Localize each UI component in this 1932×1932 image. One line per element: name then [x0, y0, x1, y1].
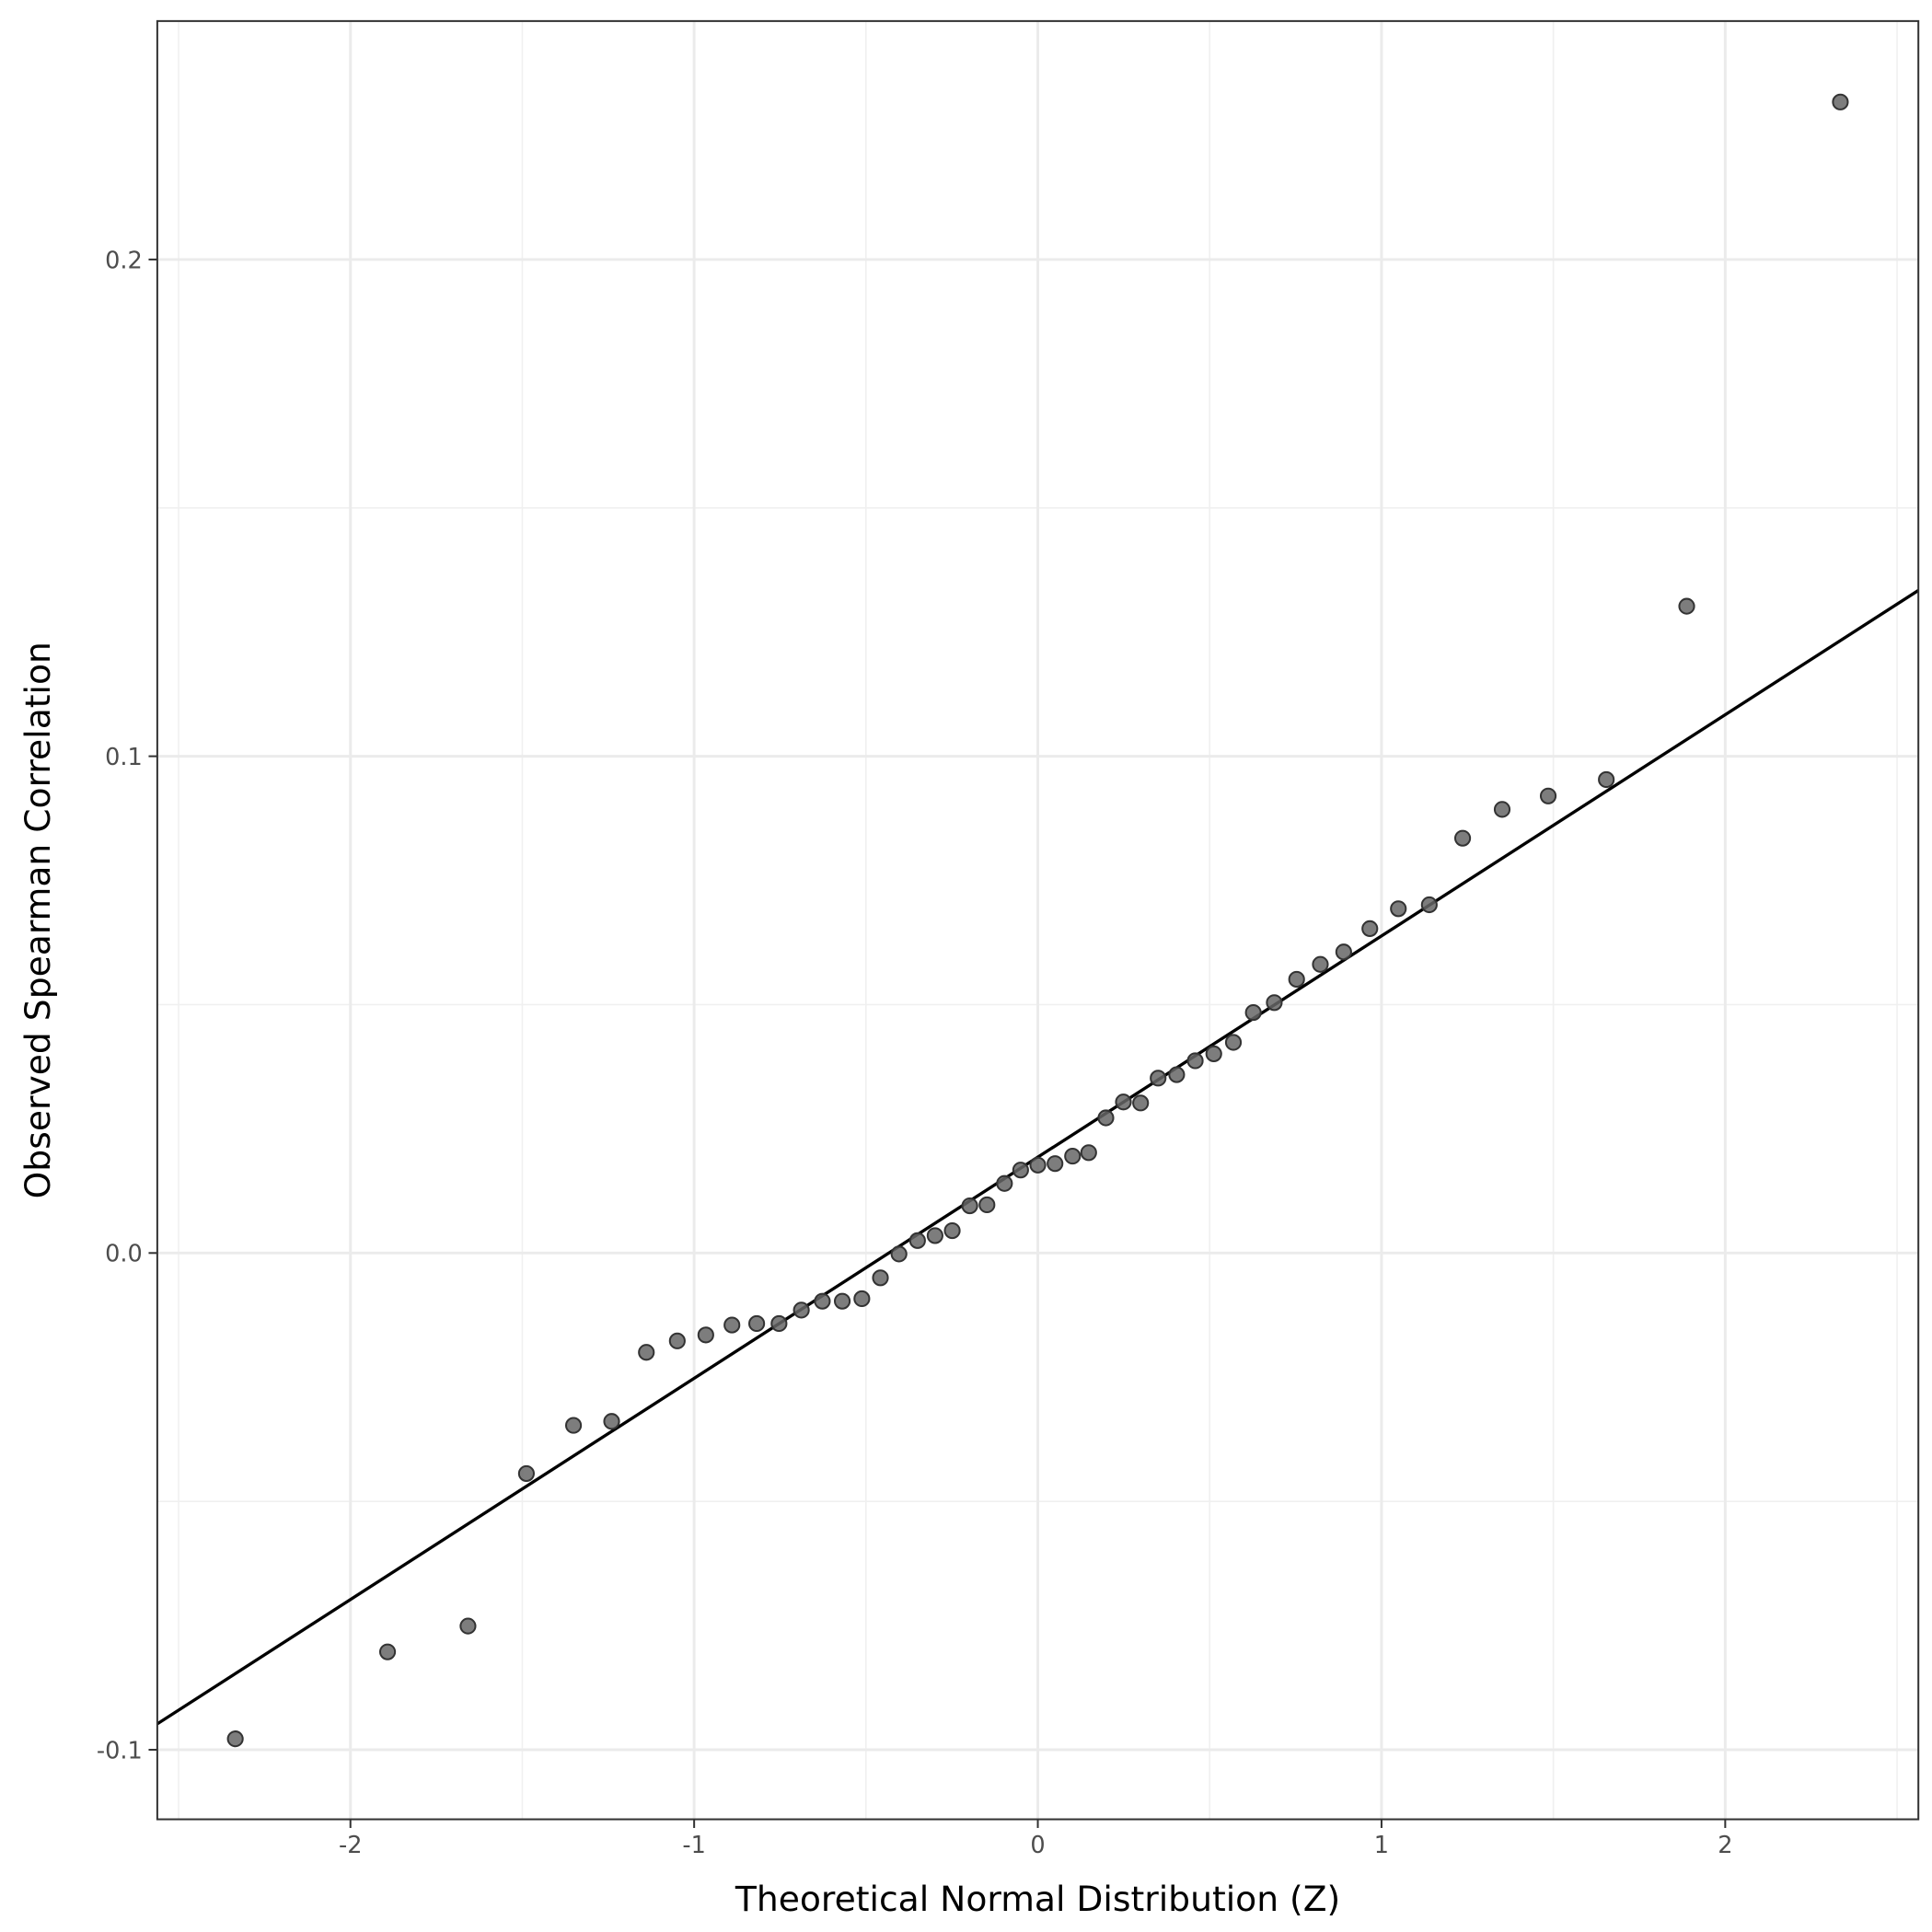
x-tick-label: -2: [339, 1832, 362, 1859]
point: [1493, 801, 1511, 818]
point: [1244, 1004, 1262, 1022]
point: [1205, 1045, 1222, 1062]
point: [1539, 787, 1557, 804]
point: [1047, 1155, 1064, 1173]
point: [1064, 1147, 1082, 1165]
point: [1288, 970, 1305, 989]
point: [564, 1417, 583, 1434]
point: [814, 1292, 831, 1310]
plot-border: [156, 19, 1920, 1821]
point: [459, 1617, 477, 1635]
point: [603, 1413, 620, 1430]
point: [697, 1326, 714, 1344]
point: [1453, 829, 1472, 847]
point: [996, 1174, 1013, 1192]
point: [1012, 1162, 1029, 1179]
y-tick-label: 0.2: [105, 247, 143, 274]
point: [1168, 1066, 1186, 1083]
point: [853, 1290, 871, 1308]
point: [1080, 1144, 1097, 1162]
x-axis-title: Theoretical Normal Distribution (Z): [735, 1879, 1340, 1919]
point: [1150, 1070, 1167, 1087]
point: [1832, 93, 1849, 110]
point: [770, 1314, 788, 1333]
point: [1186, 1052, 1204, 1070]
point: [1224, 1034, 1243, 1051]
point: [1132, 1094, 1150, 1112]
point: [1678, 597, 1695, 615]
point: [638, 1344, 655, 1361]
point: [943, 1221, 961, 1240]
point: [1361, 920, 1379, 937]
point: [1390, 900, 1407, 918]
point: [908, 1232, 926, 1249]
point: [517, 1464, 535, 1483]
point: [792, 1301, 810, 1319]
point: [1115, 1093, 1132, 1111]
x-tick-label: 2: [1718, 1832, 1732, 1859]
point: [1097, 1109, 1115, 1127]
point: [1335, 943, 1352, 961]
point: [926, 1227, 943, 1244]
x-tick-label: 1: [1374, 1832, 1389, 1859]
point: [668, 1332, 686, 1349]
point: [748, 1314, 766, 1333]
point: [226, 1730, 244, 1748]
point: [961, 1197, 978, 1215]
x-tick-label: 0: [1030, 1832, 1045, 1859]
point: [978, 1196, 996, 1214]
point: [872, 1269, 889, 1287]
y-tick-label: -0.1: [97, 1737, 143, 1764]
point: [1598, 770, 1615, 789]
point: [1266, 994, 1283, 1012]
point: [1420, 896, 1438, 914]
y-tick-label: 0.0: [105, 1241, 143, 1268]
point: [378, 1643, 397, 1660]
point: [723, 1316, 741, 1334]
point: [890, 1245, 908, 1263]
y-tick-label: 0.1: [105, 744, 143, 771]
point: [1029, 1156, 1047, 1174]
x-tick-label: -1: [682, 1832, 705, 1859]
point: [1312, 955, 1329, 973]
y-axis-title: Observed Spearman Correlation: [17, 642, 58, 1198]
point: [833, 1292, 851, 1310]
